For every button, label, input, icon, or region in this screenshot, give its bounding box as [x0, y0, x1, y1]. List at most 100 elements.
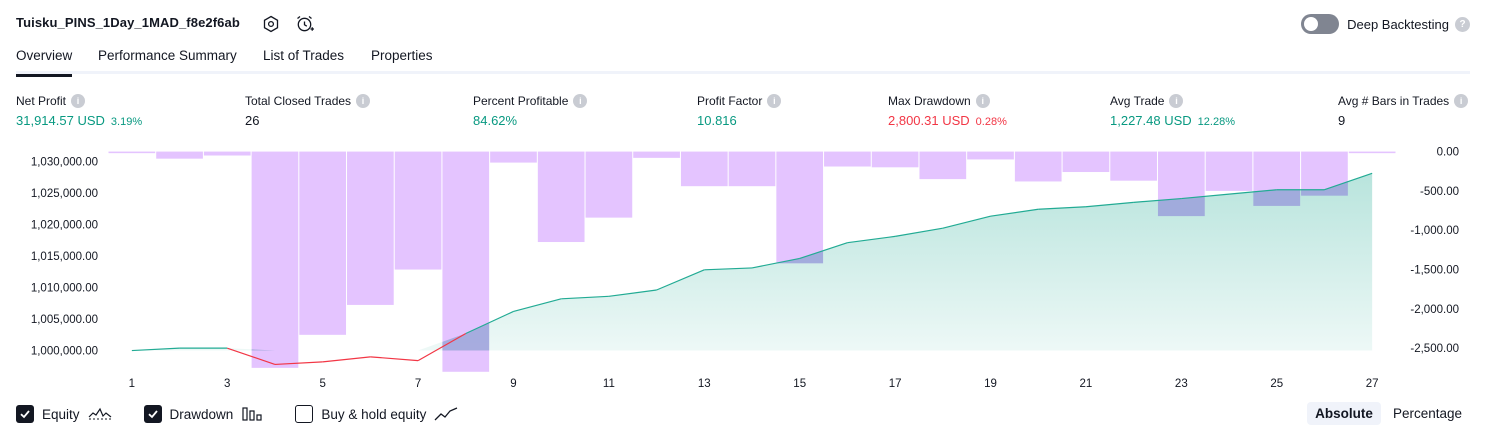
metric-label: Max Drawdown [888, 94, 971, 108]
drawdown-bar [251, 151, 299, 368]
drawdown-bar [156, 151, 203, 159]
x-axis-tick: 13 [698, 378, 711, 390]
metric-percent: 3.19% [110, 116, 143, 128]
strategy-name[interactable]: Tuisku_PINS_1Day_1MAD_f8e2f6ab [16, 15, 240, 30]
left-axis-tick: 1,010,000.00 [31, 282, 98, 294]
equity-line-segment [608, 289, 657, 297]
equity-line-segment [370, 356, 419, 362]
drawdown-bar [824, 151, 871, 167]
info-icon[interactable]: i [1454, 94, 1469, 108]
legend-drawdown[interactable]: Drawdown [143, 405, 264, 423]
drawdown-bar [585, 151, 633, 218]
drawdown-bar [919, 151, 967, 180]
drawdown-bar [680, 151, 728, 187]
x-axis-tick: 23 [1175, 378, 1188, 390]
equity-checkbox[interactable] [16, 405, 34, 423]
equity-line-segment [1181, 193, 1230, 200]
percentage-button[interactable]: Percentage [1392, 406, 1462, 421]
drawdown-bar [537, 151, 585, 243]
drawdown-bars-icon [242, 407, 262, 421]
metric-label: Net Profit [16, 94, 67, 108]
metric-value: 9 [1338, 113, 1346, 128]
info-icon[interactable]: i [975, 94, 990, 108]
buy-hold-checkbox[interactable] [295, 405, 314, 423]
info-icon[interactable]: i [1169, 94, 1184, 108]
x-axis-tick: 27 [1366, 378, 1379, 390]
drawdown-checkbox[interactable] [143, 405, 162, 423]
right-axis-tick: -2,000.00 [1410, 304, 1459, 316]
info-icon[interactable]: i [71, 94, 86, 108]
deep-backtesting-label: Deep Backtesting [1347, 16, 1449, 32]
legend-label: Drawdown [169, 406, 234, 422]
drawdown-bar [347, 151, 394, 305]
drawdown-bar [108, 151, 156, 154]
drawdown-bar [299, 151, 347, 335]
metric-profit-factor: Profit Factor i 10.816 [697, 93, 782, 128]
equity-line-segment [1324, 172, 1373, 191]
x-axis-tick: 3 [224, 378, 230, 390]
legend-buy-hold[interactable]: Buy & hold equity [295, 405, 458, 423]
equity-area [131, 173, 1373, 351]
x-axis-tick: 19 [984, 378, 997, 390]
metric-max-drawdown: Max Drawdown i 2,800.31 USD 0.28% [888, 93, 1007, 128]
tab-properties[interactable]: Properties [371, 48, 433, 63]
equity-line-segment [513, 298, 562, 313]
x-axis-tick: 21 [1080, 378, 1093, 390]
metric-label: Total Closed Trades [245, 94, 352, 108]
x-axis-tick: 17 [889, 378, 902, 390]
value-mode-switch: Absolute Percentage [1303, 402, 1470, 425]
drawdown-bar [871, 151, 919, 168]
x-axis-tick: 7 [415, 378, 421, 390]
buy-hold-line-icon [434, 407, 458, 421]
drawdown-bar [1348, 151, 1396, 154]
x-axis-tick: 9 [510, 378, 516, 390]
info-icon[interactable]: i [573, 94, 588, 108]
metric-value: 84.62% [473, 113, 518, 128]
checkmark-icon [20, 410, 30, 419]
metric-net-profit: Net Profit i 31,914.57 USD 3.19% [16, 93, 142, 128]
right-axis-tick: -1,500.00 [1410, 265, 1459, 277]
equity-line-segment [274, 361, 323, 366]
drawdown-bar [490, 151, 537, 163]
metric-value: 2,800.31 USD [888, 113, 970, 128]
left-axis-tick: 1,030,000.00 [31, 156, 98, 168]
drawdown-bar [203, 151, 251, 156]
equity-line-segment [1133, 197, 1182, 203]
x-axis-tick: 5 [319, 378, 325, 390]
drawdown-bar [1014, 151, 1062, 182]
tab-bar: Overview Performance Summary List of Tra… [16, 44, 1470, 77]
alarm-clock-add-icon[interactable] [294, 13, 316, 35]
equity-line-segment [131, 347, 180, 352]
drawdown-bar [1062, 151, 1110, 173]
header-bar: Tuisku_PINS_1Day_1MAD_f8e2f6ab Deep Back… [16, 12, 1470, 36]
deep-backtesting-toggle[interactable] [1301, 14, 1340, 34]
tab-list-of-trades[interactable]: List of Trades [263, 48, 345, 63]
equity-line-segment [465, 310, 514, 335]
equity-line-segment [561, 295, 609, 300]
equity-line-segment [942, 215, 991, 229]
absolute-button[interactable]: Absolute [1307, 402, 1381, 425]
metric-percent: 12.28% [1197, 116, 1235, 128]
drawdown-bar [728, 151, 776, 187]
metric-avg-bars-in-trades: Avg # Bars in Trades i 9 [1338, 93, 1469, 128]
info-icon[interactable]: i [356, 94, 371, 108]
help-icon[interactable]: ? [1455, 16, 1470, 32]
equity-line-segment [847, 235, 896, 244]
drawdown-bar [776, 151, 824, 264]
metric-label: Avg Trade [1110, 94, 1165, 108]
equity-drawdown-chart[interactable]: 1,030,000.00 1,025,000.00 1,020,000.00 1,01… [0, 140, 1486, 400]
drawdown-bar [967, 151, 1014, 160]
tab-performance-summary[interactable]: Performance Summary [98, 48, 237, 63]
right-axis-tick: -2,500.00 [1410, 343, 1459, 355]
checkmark-icon [147, 410, 158, 419]
tab-overview[interactable]: Overview [16, 48, 73, 77]
metric-label: Profit Factor [697, 94, 763, 108]
legend-equity[interactable]: Equity [16, 405, 112, 423]
equity-line-segment [1228, 189, 1277, 195]
settings-icon[interactable] [260, 13, 282, 35]
equity-line-segment [1085, 201, 1134, 208]
x-axis-tick: 1 [129, 378, 135, 390]
equity-line-segment [322, 356, 371, 363]
equity-line-segment [417, 332, 467, 362]
info-icon[interactable]: i [767, 94, 782, 108]
